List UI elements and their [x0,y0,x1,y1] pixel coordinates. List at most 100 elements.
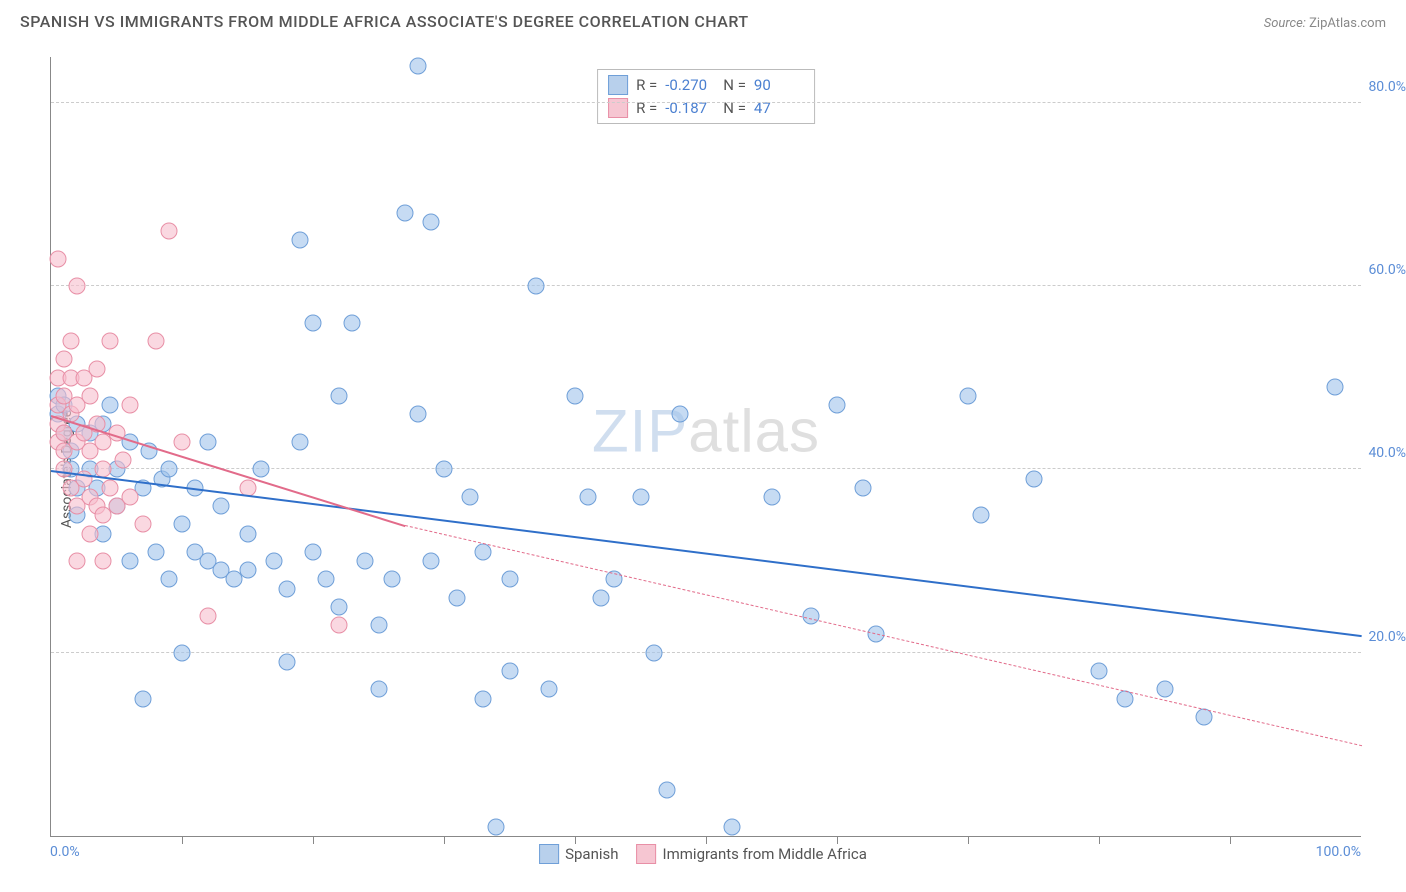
data-point [436,461,453,478]
stats-row: R =-0.187N =47 [608,97,804,120]
data-point [409,406,426,423]
x-max-label: 100.0% [1316,844,1361,860]
data-point [357,553,374,570]
data-point [527,278,544,295]
data-point [134,516,151,533]
legend-label: Spanish [565,845,618,863]
data-point [239,562,256,579]
r-value: -0.270 [665,74,715,97]
data-point [1326,378,1343,395]
data-point [174,433,191,450]
series-legend: Spanish Immigrants from Middle Africa [539,844,867,864]
x-tick [1230,836,1231,844]
data-point [101,479,118,496]
data-point [121,553,138,570]
data-point [82,388,99,405]
data-point [567,388,584,405]
legend-swatch [608,75,628,95]
data-point [82,525,99,542]
data-point [101,397,118,414]
data-point [724,818,741,835]
data-point [331,617,348,634]
data-point [1156,681,1173,698]
source-label: Source: [1264,16,1306,31]
data-point [278,653,295,670]
data-point [147,543,164,560]
data-point [383,571,400,588]
data-point [160,571,177,588]
data-point [501,663,518,680]
data-point [645,644,662,661]
data-point [147,333,164,350]
data-point [252,461,269,478]
trend-line [405,525,1362,746]
data-point [200,608,217,625]
data-point [56,461,73,478]
data-point [593,589,610,606]
legend-item: Immigrants from Middle Africa [637,844,867,864]
r-value: -0.187 [665,97,715,120]
source-value: ZipAtlas.com [1309,16,1386,31]
x-tick [837,836,838,844]
data-point [462,488,479,505]
r-label: R = [636,74,657,97]
trend-line [51,470,1362,637]
data-point [88,360,105,377]
data-point [291,433,308,450]
data-point [422,553,439,570]
data-point [370,617,387,634]
data-point [305,543,322,560]
data-point [200,433,217,450]
legend-item: Spanish [539,844,618,864]
data-point [115,452,132,469]
n-label: N = [723,97,746,120]
data-point [174,516,191,533]
source-attribution: Source: ZipAtlas.com [1264,16,1386,31]
x-tick [575,836,576,844]
gridline [51,652,1361,653]
legend-label: Immigrants from Middle Africa [663,845,867,863]
data-point [763,488,780,505]
x-tick [444,836,445,844]
stats-row: R =-0.270N =90 [608,74,804,97]
data-point [671,406,688,423]
x-min-label: 0.0% [50,844,80,860]
data-point [213,498,230,515]
x-tick [968,836,969,844]
data-point [475,690,492,707]
n-label: N = [723,74,746,97]
data-point [396,204,413,221]
data-point [69,278,86,295]
data-point [973,507,990,524]
plot-region: ZIPatlas R =-0.270N =90R =-0.187N =47 20… [50,57,1361,837]
watermark-atlas: atlas [688,397,820,464]
data-point [121,488,138,505]
chart-title: SPANISH VS IMMIGRANTS FROM MIDDLE AFRICA… [20,12,749,31]
legend-swatch [637,844,657,864]
data-point [160,461,177,478]
legend-swatch [539,844,559,864]
data-point [331,388,348,405]
data-point [1091,663,1108,680]
data-point [291,232,308,249]
data-point [658,782,675,799]
y-tick-label: 80.0% [1351,79,1406,95]
data-point [69,553,86,570]
data-point [960,388,977,405]
data-point [409,58,426,75]
watermark: ZIPatlas [592,396,820,465]
data-point [344,314,361,331]
data-point [101,333,118,350]
y-tick-label: 40.0% [1351,445,1406,461]
data-point [49,250,66,267]
data-point [239,525,256,542]
data-point [278,580,295,597]
data-point [475,543,492,560]
data-point [580,488,597,505]
data-point [488,818,505,835]
data-point [56,351,73,368]
data-point [174,644,191,661]
data-point [422,213,439,230]
legend-swatch [608,98,628,118]
data-point [305,314,322,331]
